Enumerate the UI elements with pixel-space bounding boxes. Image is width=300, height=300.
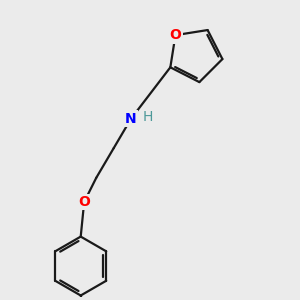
Text: O: O	[169, 28, 181, 42]
Text: N: N	[125, 112, 137, 126]
Text: O: O	[78, 195, 90, 209]
Text: H: H	[143, 110, 154, 124]
